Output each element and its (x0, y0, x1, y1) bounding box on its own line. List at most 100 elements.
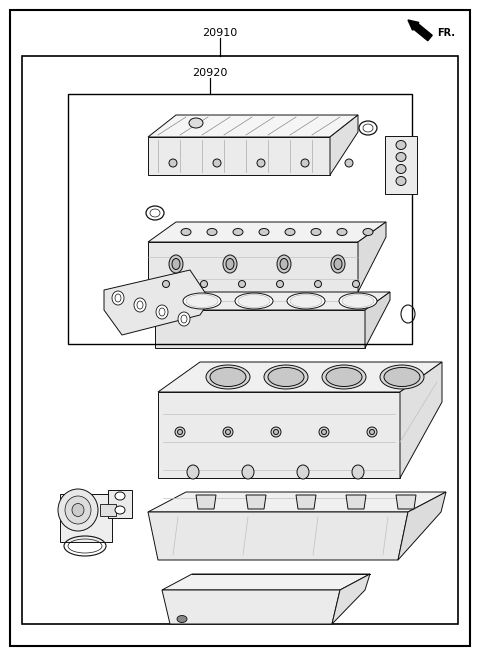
Ellipse shape (271, 427, 281, 437)
Ellipse shape (285, 228, 295, 236)
Bar (60, 494, 112, 542)
Ellipse shape (297, 465, 309, 479)
Ellipse shape (169, 159, 177, 167)
Polygon shape (358, 222, 386, 292)
Ellipse shape (207, 228, 217, 236)
Polygon shape (296, 495, 316, 509)
Polygon shape (104, 270, 210, 335)
Ellipse shape (242, 465, 254, 479)
Ellipse shape (223, 255, 237, 273)
Ellipse shape (183, 293, 221, 309)
Polygon shape (365, 292, 390, 348)
Polygon shape (162, 590, 340, 624)
Ellipse shape (175, 427, 185, 437)
Polygon shape (158, 362, 442, 392)
Ellipse shape (322, 365, 366, 389)
Ellipse shape (257, 159, 265, 167)
Polygon shape (155, 310, 365, 348)
Ellipse shape (274, 430, 278, 434)
Ellipse shape (159, 308, 165, 316)
Polygon shape (346, 495, 366, 509)
Polygon shape (162, 574, 370, 590)
Text: 20910: 20910 (203, 28, 238, 38)
Ellipse shape (172, 258, 180, 270)
Ellipse shape (163, 281, 169, 287)
Ellipse shape (314, 281, 322, 287)
Ellipse shape (226, 258, 234, 270)
Bar (385, 136, 417, 194)
Ellipse shape (115, 506, 125, 514)
Ellipse shape (189, 118, 203, 128)
Polygon shape (196, 495, 216, 509)
Ellipse shape (342, 295, 374, 308)
Ellipse shape (384, 367, 420, 386)
Ellipse shape (280, 258, 288, 270)
Ellipse shape (287, 293, 325, 309)
Ellipse shape (352, 465, 364, 479)
Polygon shape (400, 362, 442, 478)
Polygon shape (396, 495, 416, 509)
Ellipse shape (396, 140, 406, 150)
Ellipse shape (396, 152, 406, 161)
Ellipse shape (112, 291, 124, 305)
Ellipse shape (201, 281, 207, 287)
Ellipse shape (134, 298, 146, 312)
Ellipse shape (213, 159, 221, 167)
Polygon shape (148, 242, 358, 292)
Polygon shape (398, 492, 446, 560)
Ellipse shape (223, 427, 233, 437)
Ellipse shape (178, 430, 182, 434)
Polygon shape (148, 115, 358, 137)
Ellipse shape (319, 427, 329, 437)
FancyArrow shape (408, 20, 432, 41)
Bar (100, 504, 116, 516)
Ellipse shape (206, 365, 250, 389)
Ellipse shape (181, 315, 187, 323)
Ellipse shape (181, 228, 191, 236)
Ellipse shape (72, 504, 84, 516)
Polygon shape (148, 512, 408, 560)
Ellipse shape (370, 430, 374, 434)
Polygon shape (108, 490, 132, 518)
Ellipse shape (210, 367, 246, 386)
Ellipse shape (334, 258, 342, 270)
Polygon shape (155, 292, 390, 310)
Ellipse shape (352, 281, 360, 287)
Polygon shape (332, 574, 370, 624)
Ellipse shape (396, 165, 406, 173)
Ellipse shape (115, 294, 121, 302)
Ellipse shape (65, 496, 91, 524)
Polygon shape (148, 222, 386, 242)
Ellipse shape (156, 305, 168, 319)
Ellipse shape (259, 228, 269, 236)
Ellipse shape (115, 492, 125, 500)
Polygon shape (246, 495, 266, 509)
Ellipse shape (322, 430, 326, 434)
Ellipse shape (367, 427, 377, 437)
Polygon shape (148, 137, 330, 175)
Ellipse shape (339, 293, 377, 309)
Bar (22, 56, 458, 624)
Ellipse shape (345, 159, 353, 167)
Ellipse shape (264, 365, 308, 389)
Ellipse shape (326, 367, 362, 386)
Ellipse shape (226, 430, 230, 434)
Polygon shape (330, 115, 358, 175)
Ellipse shape (363, 228, 373, 236)
Ellipse shape (177, 615, 187, 623)
Bar (68, 94, 412, 344)
Ellipse shape (178, 312, 190, 326)
Ellipse shape (301, 159, 309, 167)
Ellipse shape (380, 365, 424, 389)
Ellipse shape (239, 281, 245, 287)
Ellipse shape (169, 255, 183, 273)
Ellipse shape (186, 295, 218, 308)
Ellipse shape (276, 281, 284, 287)
Polygon shape (158, 392, 400, 478)
Ellipse shape (290, 295, 322, 308)
Ellipse shape (238, 295, 270, 308)
Ellipse shape (311, 228, 321, 236)
Ellipse shape (58, 489, 98, 531)
Ellipse shape (337, 228, 347, 236)
Ellipse shape (331, 255, 345, 273)
